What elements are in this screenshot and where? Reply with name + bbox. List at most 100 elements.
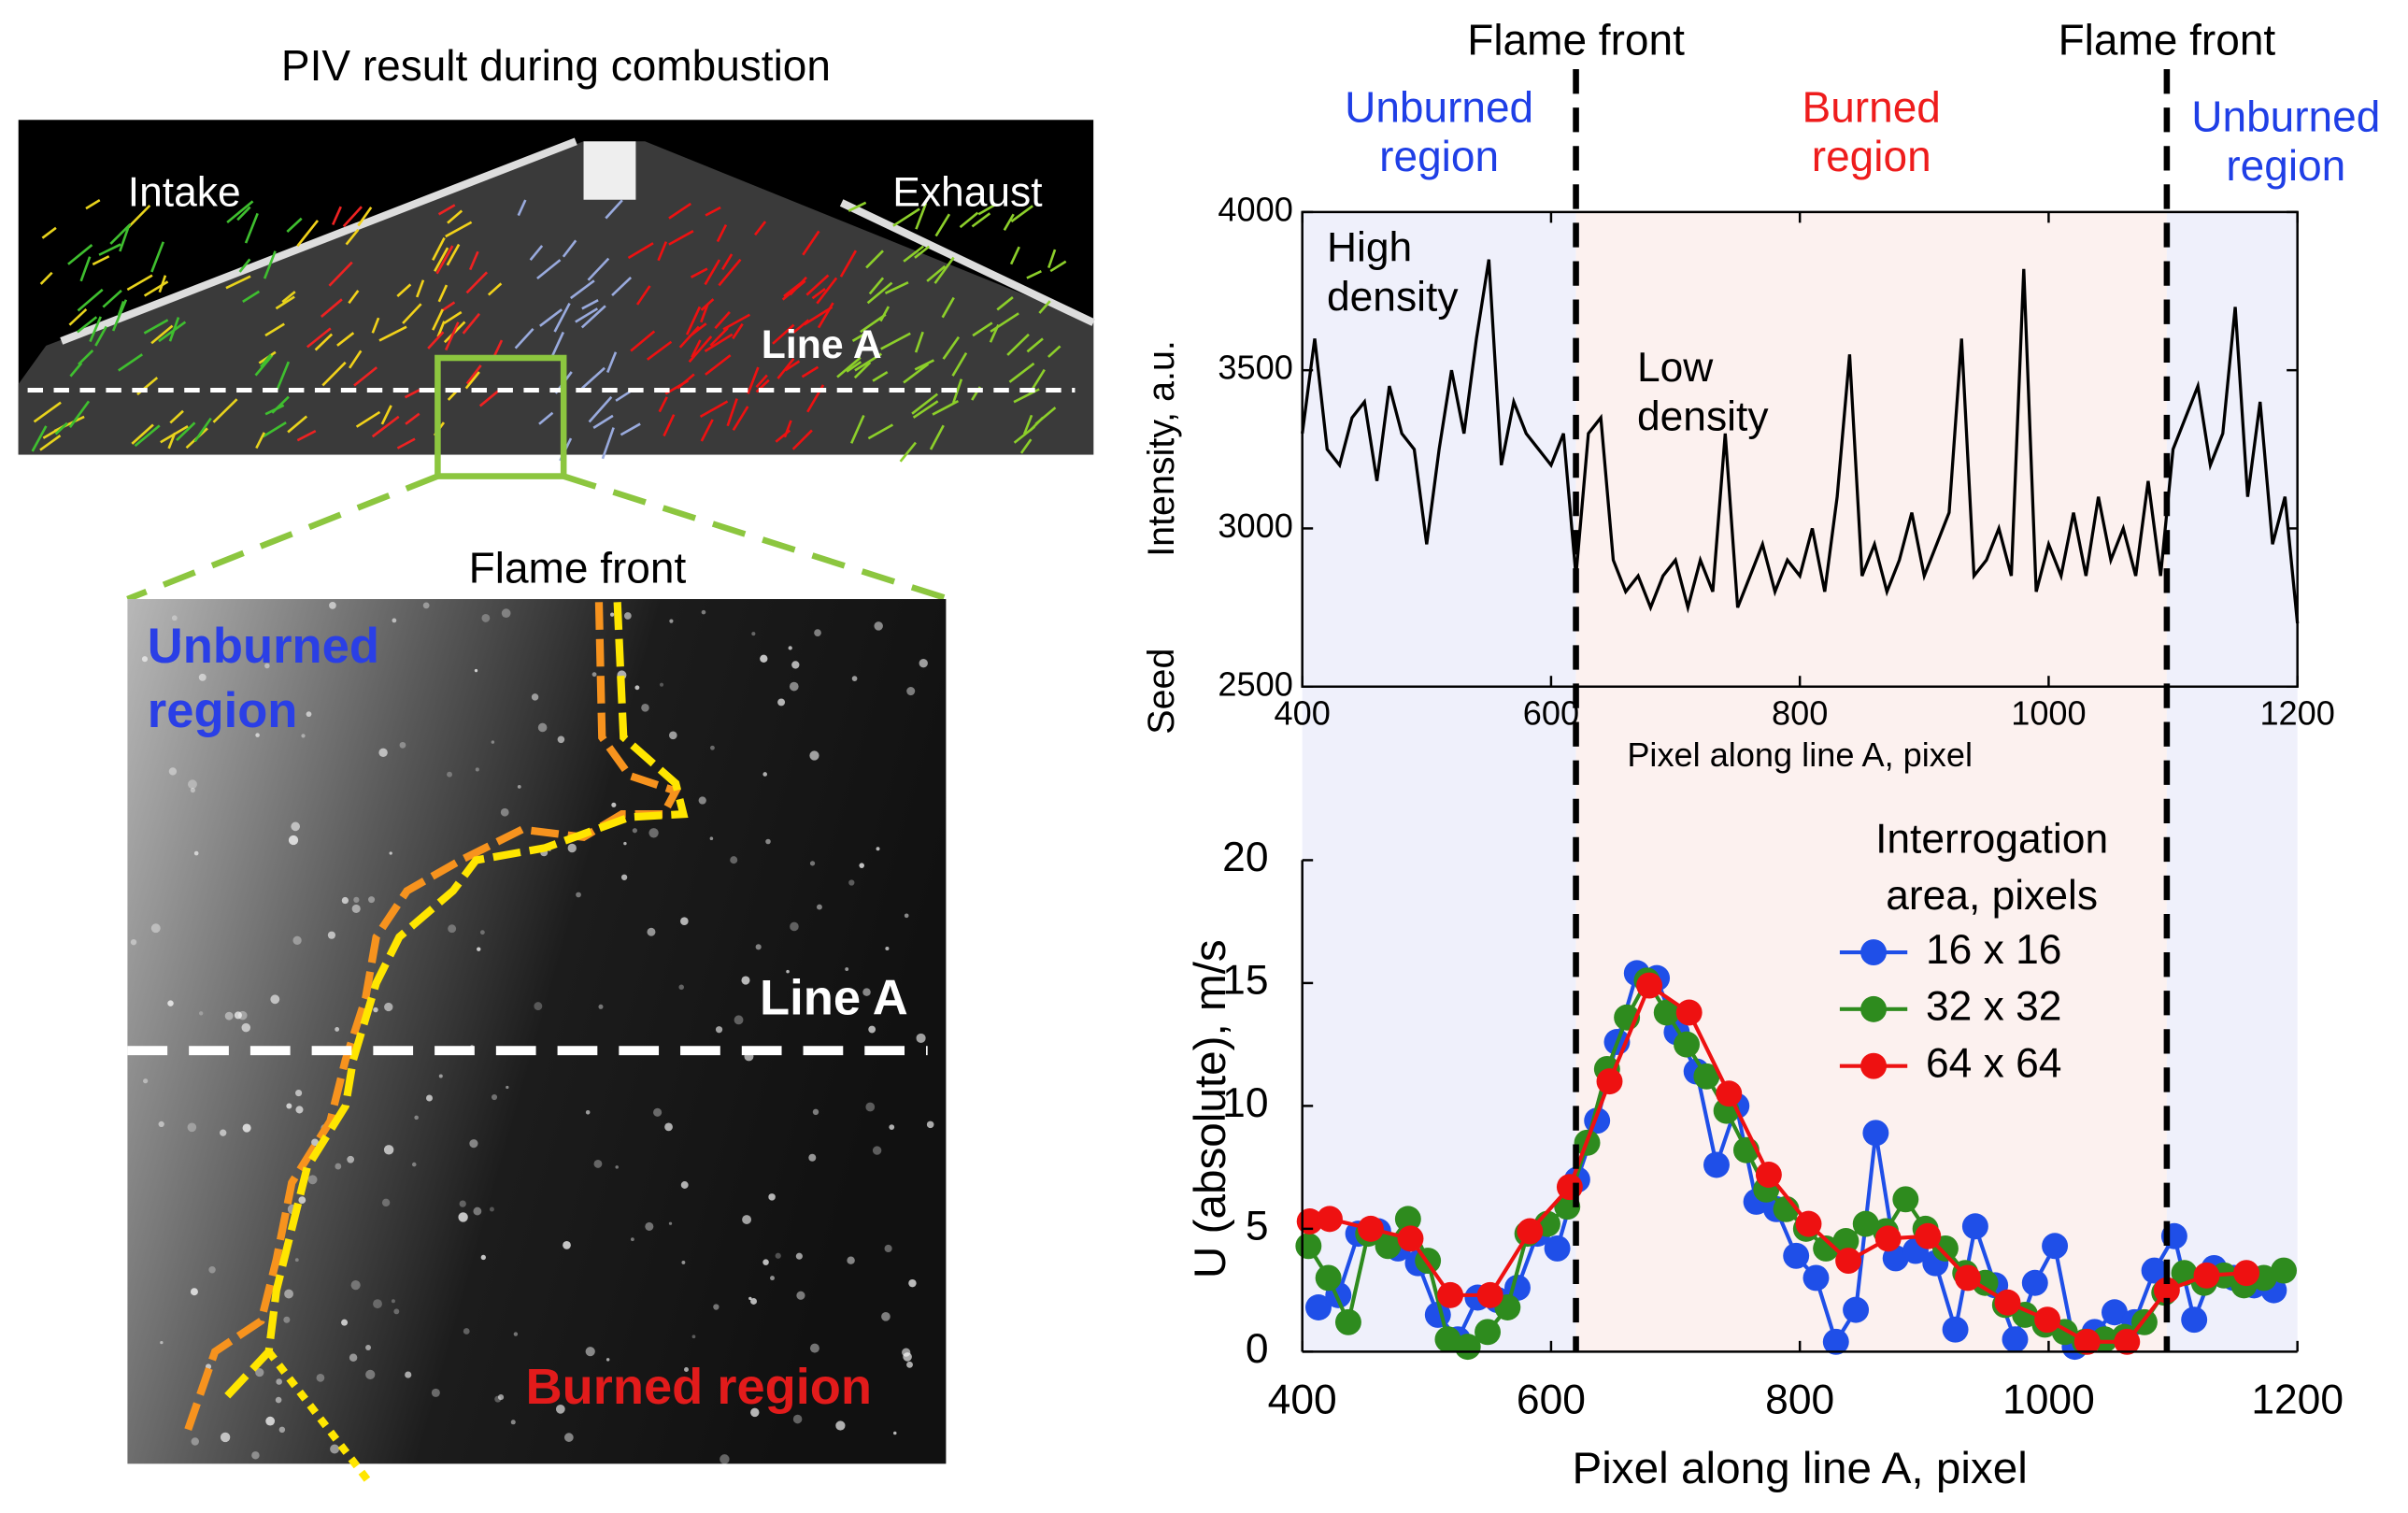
vector-arrow [811,287,826,300]
speckle [329,602,336,609]
vector-arrow [726,398,738,427]
vector-arrow [478,388,502,407]
speckle [365,1369,376,1379]
speckle [720,1454,730,1464]
vector-arrow [176,421,196,441]
speckle [792,1414,803,1424]
speckle [576,892,581,898]
spark-plug [583,141,636,200]
y-tick-label: 4000 [1218,190,1292,228]
y-tick-label: 3500 [1218,349,1292,387]
zoom-guide [126,473,439,603]
vector-arrow [853,361,872,379]
vector-arrow [926,264,947,282]
x-axis-label: Pixel along line A, pixel [1572,1444,2027,1493]
annotation: High [1327,225,1412,271]
speckle [555,1404,565,1414]
data-point [1716,1080,1743,1107]
speckle [669,619,674,623]
data-point [2042,1233,2069,1260]
speckle [750,1297,758,1305]
speckle [591,672,597,678]
legend-title: area, pixels [1886,873,2098,919]
y-axis-label: Intensity, a.u. [1141,340,1182,557]
vector-arrow [238,258,251,273]
speckle [585,1347,595,1357]
data-point [1874,1225,1902,1252]
image-label: Burned region [526,1359,873,1415]
vector-arrow [635,285,651,306]
vector-arrow [704,259,721,286]
speckle [479,930,485,935]
speckle [872,1146,882,1155]
speckle [500,807,509,817]
speckle [130,938,137,946]
speckle [777,698,786,707]
speckle [768,1193,776,1201]
vector-arrow [193,417,212,443]
vector-arrow [167,432,177,450]
vector-arrow [772,323,795,345]
speckle [489,1206,494,1212]
vector-arrow [271,395,290,414]
data-point [1434,1326,1461,1353]
vector-arrow [575,307,599,323]
speckle [680,917,689,926]
speckle [611,802,617,807]
image-label: Flame front [469,544,687,592]
data-point [1544,1235,1571,1262]
vector-arrow [868,277,885,295]
vector-arrow [255,432,265,450]
speckle [893,1431,897,1435]
vector-arrow [143,319,169,335]
speckle [188,779,197,790]
vector-arrow [592,414,614,429]
vector-arrow [865,250,884,269]
vectors [31,199,1067,463]
speckle [593,1159,603,1168]
vector-arrow [705,206,721,217]
vector-arrow [1029,416,1045,432]
vector-arrow [848,201,867,212]
data-point [1942,1316,1969,1343]
data-point [1832,1228,1859,1254]
vector-arrow [225,275,251,290]
vector-arrow [517,199,527,217]
speckle [755,944,762,950]
speckle [234,1011,242,1020]
vector-arrow [972,321,993,337]
speckle [606,1358,610,1362]
speckle [480,1254,486,1261]
y-tick-label: 2500 [1218,664,1292,703]
vector-arrow [276,361,291,390]
vector-arrow [94,325,107,347]
data-point [1822,1328,1849,1355]
vector-arrow [119,225,130,252]
vector-arrow [1019,438,1033,454]
speckle [634,685,640,691]
zoom-guide [563,473,950,603]
vector-arrow [355,410,381,428]
vector-arrow [611,276,633,296]
vector-arrow [92,255,110,266]
vector-arrow [331,206,342,226]
speckle [847,1256,855,1264]
vector-arrow [934,213,951,237]
vector-arrow [990,312,1019,333]
vector-arrow [446,243,461,266]
vector-arrow [688,322,707,338]
data-point [1476,1281,1503,1308]
speckle [760,654,768,663]
speckle [174,635,180,642]
speckle [788,646,792,650]
vector-arrow [487,282,503,296]
data-line [1301,259,2300,624]
vector-arrow [126,274,153,292]
legend-label: 32 x 32 [1926,984,2062,1030]
speckle [789,681,799,692]
data-point [1375,1233,1402,1260]
speckle [750,1407,760,1418]
speckle [389,851,392,855]
vector-arrow [127,204,151,228]
zoom-image [127,599,947,1464]
